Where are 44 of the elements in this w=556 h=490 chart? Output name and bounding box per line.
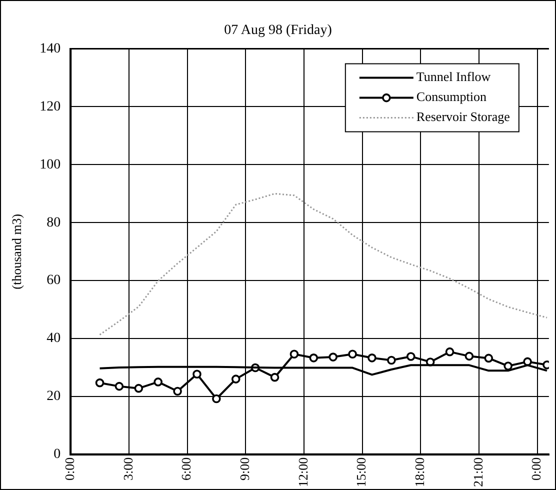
point <box>154 378 162 386</box>
point <box>95 378 104 388</box>
point <box>523 357 532 366</box>
point <box>484 354 494 363</box>
y-tick-label: 20 <box>46 389 61 404</box>
x-tick-label: 15:00 <box>354 457 369 488</box>
point <box>348 350 357 359</box>
point <box>134 384 144 393</box>
chart-title: 07 Aug 98 (Friday) <box>224 23 332 38</box>
line-series <box>99 192 548 336</box>
point <box>290 350 299 359</box>
y-axis-title: (thousand m3) <box>9 214 24 290</box>
x-tick-label: 21:00 <box>470 457 486 488</box>
point <box>270 372 280 382</box>
x-tick-label: 3:00 <box>120 457 136 481</box>
point <box>464 352 474 361</box>
y-tick-label: 60 <box>46 273 61 288</box>
y-tick-label: 140 <box>40 41 61 56</box>
y-tick-label: 100 <box>40 157 61 172</box>
x-tick-label: 12:00 <box>295 457 310 488</box>
x-tick-label: 18:00 <box>412 457 428 488</box>
point <box>406 352 416 361</box>
point <box>309 354 318 362</box>
y-tick-label: 80 <box>46 215 61 230</box>
y-tick-label: 0 <box>54 447 61 462</box>
x-tick-label: 6:00 <box>178 457 194 481</box>
point <box>212 394 221 404</box>
legend-label: Tunnel Inflow <box>416 69 492 84</box>
point <box>504 362 512 370</box>
point <box>445 347 454 356</box>
x-tick-label: 0:00 <box>62 457 78 481</box>
y-tick-label: 40 <box>46 331 61 346</box>
point <box>387 356 396 365</box>
x-tick-label: 0:00 <box>528 457 544 481</box>
point <box>368 354 376 362</box>
legend-label: Reservoir Storage <box>416 109 510 124</box>
x-tick-label: 9:00 <box>237 457 252 481</box>
legend-label: Consumption <box>416 89 487 104</box>
point <box>173 386 182 396</box>
point <box>231 374 240 384</box>
point <box>192 370 202 379</box>
y-tick-label: 120 <box>40 99 61 114</box>
point <box>328 352 338 362</box>
point <box>114 382 124 391</box>
